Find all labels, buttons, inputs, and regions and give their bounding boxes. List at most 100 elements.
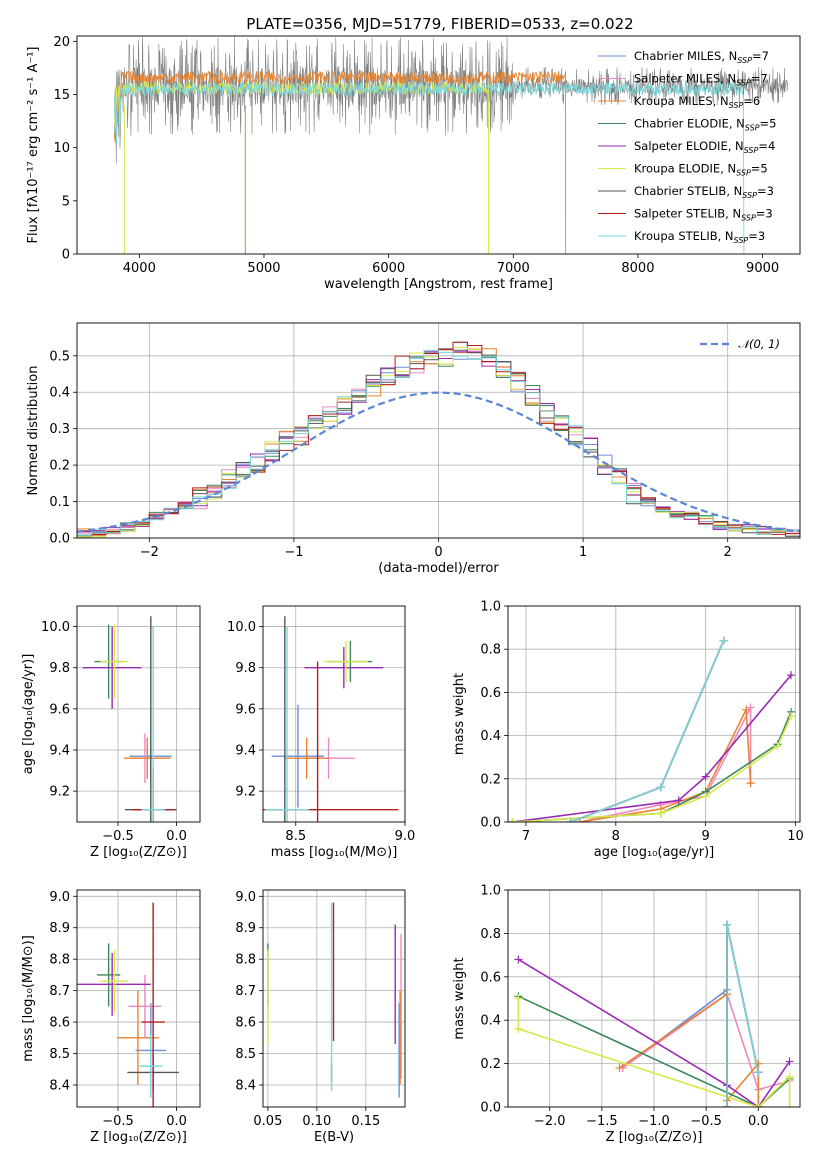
- x-axis-label: (data-model)/error: [378, 561, 499, 576]
- x-axis-label: wavelength [Angstrom, rest frame]: [324, 277, 553, 292]
- x-tick-label: 0.0: [166, 1114, 187, 1129]
- x-tick-label: −1.5: [586, 1114, 618, 1129]
- panel-mass-vs-ebv: 0.05 0.10 0.15 8.4 8.5 8.6 8.7 8.8 8.9 9.0 E(B-V): [235, 889, 406, 1145]
- weight-line: [726, 924, 760, 1107]
- axes-frame: [76, 889, 201, 1108]
- y-tick-label: 9.2: [235, 785, 256, 800]
- y-tick-label: 0.5: [49, 349, 70, 364]
- y-tick-label: 8.9: [235, 921, 256, 936]
- x-axis-label: E(B-V): [314, 1130, 354, 1145]
- y-tick-label: 9.2: [49, 785, 70, 800]
- weight-marker: [723, 1103, 731, 1107]
- x-axis-label: Z [log₁₀(Z/Z⊙)]: [90, 845, 187, 860]
- model-spectrum: [113, 69, 567, 254]
- y-tick-label: 0.8: [480, 643, 501, 658]
- x-tick-label: −0.5: [102, 1114, 134, 1129]
- weight-line: [579, 707, 752, 822]
- weight-marker: [754, 1059, 763, 1068]
- y-tick-label: 0.2: [480, 772, 501, 787]
- y-tick-label: 8.6: [49, 1016, 70, 1031]
- y-tick-label: 9.8: [49, 661, 70, 676]
- y-tick-label: 9.0: [49, 890, 70, 905]
- y-tick-label: 0.3: [49, 422, 70, 437]
- legend-label: Kroupa ELODIE, NSSP=5: [634, 162, 768, 178]
- y-tick-label: 8.4: [49, 1078, 70, 1093]
- weight-marker: [785, 1072, 794, 1081]
- legend-label: Chabrier ELODIE, NSSP=5: [634, 117, 776, 133]
- weight-marker: [566, 818, 575, 822]
- x-tick-label: −1.0: [638, 1114, 670, 1129]
- x-tick-label: 8000: [621, 261, 654, 276]
- weight-line: [518, 995, 791, 1107]
- plot-area-weight-vs-Z: [508, 890, 800, 1107]
- plot-area-residuals: [77, 323, 800, 538]
- x-tick-label: 1: [579, 545, 587, 560]
- y-tick-label: 9.8: [235, 661, 256, 676]
- axes-frame: [507, 605, 801, 823]
- y-tick-label: 15: [53, 88, 70, 103]
- legend-label: Kroupa MILES, NSSP=6: [634, 94, 760, 110]
- x-tick-label: 0.0: [166, 829, 187, 844]
- y-tick-label: 20: [53, 35, 70, 50]
- x-tick-label: 9.0: [395, 829, 416, 844]
- y-tick-label: 10.0: [227, 620, 256, 635]
- plot-area-age-vs-mass: [263, 606, 405, 822]
- plot-area-spectrum: [113, 36, 788, 254]
- y-tick-label: 8.8: [235, 953, 256, 968]
- weight-marker: [754, 1068, 763, 1077]
- x-tick-label: 0.10: [302, 1114, 331, 1129]
- weight-line: [517, 958, 791, 1107]
- x-tick-label: 0.05: [253, 1114, 282, 1129]
- legend-label: Salpeter STELIB, NSSP=3: [634, 207, 773, 223]
- weight-marker: [674, 796, 683, 805]
- y-tick-label: 8.5: [49, 1047, 70, 1062]
- legend: Chabrier MILES, NSSP=7 Salpeter MILES, NS…: [598, 49, 776, 245]
- weight-line: [726, 924, 760, 1107]
- panel-spectrum: 4000 5000 6000 7000 8000 9000 0 5 10 15 20 waveleng…: [26, 35, 801, 292]
- x-tick-label: −0.5: [690, 1114, 722, 1129]
- weight-marker: [746, 703, 755, 712]
- x-tick-label: 2: [724, 545, 732, 560]
- weight-marker: [787, 671, 796, 680]
- x-tick-label: 0: [434, 545, 442, 560]
- weight-marker: [773, 742, 782, 751]
- x-tick-label: 7000: [497, 261, 530, 276]
- legend-label: Chabrier MILES, NSSP=7: [634, 49, 769, 65]
- y-tick-label: 0.6: [480, 686, 501, 701]
- panel-age-vs-mass: 8.5 9.0 9.2 9.4 9.6 9.8 10.0 mass [log₁₀(M/M⊙)]: [227, 605, 416, 860]
- y-axis-label: Flux [fλ10⁻¹⁷ erg cm⁻² s⁻¹ A⁻¹]: [26, 47, 41, 244]
- y-tick-label: 1.0: [480, 884, 501, 899]
- legend-label-gauss: 𝒩(0, 1): [738, 337, 780, 351]
- y-tick-label: 8.9: [49, 921, 70, 936]
- y-tick-label: 9.4: [49, 744, 70, 759]
- x-tick-label: 9: [702, 829, 710, 844]
- axes-frame: [507, 889, 801, 1108]
- y-tick-label: 8.7: [49, 984, 70, 999]
- y-axis-label: mass weight: [452, 957, 467, 1039]
- weight-marker: [701, 792, 710, 801]
- y-tick-label: 0.4: [49, 386, 70, 401]
- weight-marker: [723, 920, 731, 929]
- axes-frame: [76, 605, 201, 823]
- y-tick-label: 8.7: [235, 984, 256, 999]
- y-tick-label: 9.6: [49, 702, 70, 717]
- y-tick-label: 1.0: [480, 600, 501, 615]
- weight-marker: [656, 783, 665, 792]
- weight-marker: [656, 809, 665, 818]
- axes-frame: [76, 322, 801, 539]
- y-tick-label: 10: [53, 141, 70, 156]
- weight-marker: [719, 636, 728, 645]
- axes-frame: [262, 605, 406, 823]
- y-axis-label: Normed distribution: [26, 366, 41, 496]
- y-tick-label: 0.0: [480, 816, 501, 831]
- y-tick-label: 9.6: [235, 702, 256, 717]
- normal-curve: [77, 391, 800, 533]
- x-tick-label: 0.15: [351, 1114, 380, 1129]
- weight-line: [622, 924, 760, 1107]
- plot-area-mass-vs-ebv: [263, 890, 405, 1107]
- x-tick-label: −1: [284, 545, 303, 560]
- weight-line: [619, 992, 760, 1107]
- x-tick-label: 9000: [746, 261, 779, 276]
- legend-label: Chabrier STELIB, NSSP=3: [634, 184, 774, 200]
- y-tick-label: 10.0: [41, 620, 70, 635]
